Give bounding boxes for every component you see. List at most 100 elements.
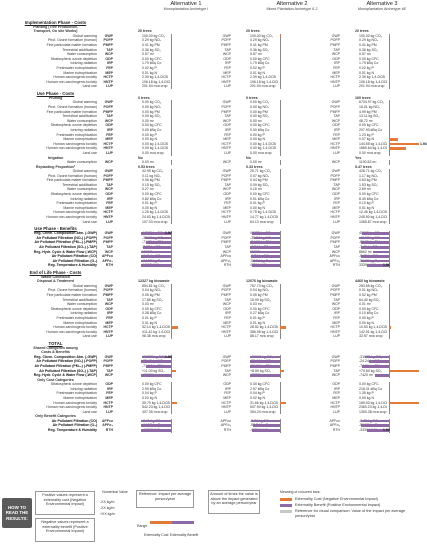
impact-abbreviation: HCTP (221, 75, 231, 80)
impact-value: 0.57 m³ (359, 52, 371, 57)
impact-value: 1065.87 m²a crop (359, 219, 387, 224)
impact-abbreviation: FEP (224, 316, 231, 320)
results-table: Implementation Phase - Costs Planting (Tr… (0, 20, 427, 488)
cost-bar (171, 326, 178, 329)
zero-axis (280, 382, 281, 387)
impact-abbreviation: LUP (224, 151, 231, 155)
impact-value: 0.00 m²a crop (250, 151, 272, 155)
impact-abbreviation: FEP (106, 391, 113, 396)
impact-value: 0.01 kg P (142, 201, 157, 206)
impact-row: Air Pollutant Filtration (PM₁₀) (-PMFP) P… (0, 240, 427, 245)
impact-value: 0.00 kg 1,4-DCB (142, 146, 168, 151)
impact-row: Ionizing radiation IRP 0.82 kBq Co IRP 0.51 … (0, 196, 427, 202)
impact-category-label: Air Pollutant Filtration (PM₁₀) (-PMFP) (34, 364, 97, 368)
impact-value: 0.00 kg PM (142, 109, 160, 114)
impact-abbreviation: POFP (103, 359, 113, 364)
impact-abbreviation: FEP (333, 66, 340, 70)
impact-category-label: Human carcinogenic toxicity (53, 325, 97, 330)
zero-axis (280, 386, 281, 392)
zero-axis (171, 109, 172, 115)
zero-axis (280, 182, 281, 188)
benefit-bar (253, 424, 280, 427)
impact-row: Human non-carcinogenic toxicity HNTP 542.2… (0, 405, 427, 410)
impact-abbreviation: RTH (332, 263, 340, 268)
impact-value: 245.50 kg 1,4-DCB (359, 215, 387, 219)
impact-value: 0.02 kg P (142, 66, 157, 70)
impact-abbreviation: PMFP (103, 43, 113, 47)
impact-abbreviation: ODP (223, 56, 231, 61)
impact-abbreviation: APFo₃ (102, 258, 113, 263)
zero-axis (171, 178, 172, 183)
zero-axis (171, 364, 172, 369)
impact-abbreviation: IRP (334, 386, 340, 391)
impact-abbreviation: IRP (107, 196, 113, 201)
benefit-bar (250, 365, 280, 368)
reference-box: Reference: Impact per average person/yea… (136, 490, 194, 508)
impact-abbreviation: HNTP (330, 405, 340, 410)
impact-value: 0.36 kg SO₂ (142, 47, 161, 52)
impact-abbreviation: APFco (329, 254, 340, 259)
impact-abbreviation: MEP (105, 205, 113, 210)
benefit-bar (359, 236, 389, 240)
zero-axis (389, 235, 390, 241)
impact-abbreviation: PMFP (103, 178, 113, 183)
impact-row: Marine eutrophication MEP 0.00 kg N MEP 0.00… (0, 137, 427, 142)
impact-category-label: Phot. Ozone formation (human) (47, 38, 97, 43)
impact-abbreviation: FEP (333, 316, 340, 320)
impact-abbreviation: FEP (106, 132, 113, 137)
zero-axis (280, 263, 281, 268)
impact-abbreviation: FEP (106, 201, 113, 206)
amount-label: 0.53 trees (138, 164, 155, 169)
zero-axis (280, 118, 281, 124)
impact-abbreviation: WCP (331, 160, 340, 164)
impact-row: Water consumption WCP 0.57 m³ WCP 0.57 m³ WCP… (0, 52, 427, 57)
header: Alternative 1 Monoplantation Archetype I… (0, 0, 427, 22)
cost-bar (389, 147, 406, 150)
impact-abbreviation: APFco (329, 418, 340, 423)
amount-label: 0 trees (138, 96, 150, 100)
externality-benefit-label: Externality Benefit (170, 533, 199, 537)
impact-abbreviation: GWP (331, 169, 340, 173)
impact-value: 0.00 kg P (142, 132, 157, 137)
impact-row: Stratospheric ozone depletion ODP 0.00 kg … (0, 192, 427, 197)
impact-abbreviation: WCP (104, 52, 113, 57)
zero-axis (171, 311, 172, 316)
impact-abbreviation: FEP (106, 66, 113, 70)
impact-value: 0.00 kg SO₂ (142, 114, 161, 119)
benefit-bar (251, 429, 280, 432)
benefit-bar (251, 255, 280, 258)
impact-value: 0.29 kg NOₓ (250, 38, 269, 43)
impact-value: 1.23 kg P (359, 132, 374, 137)
impact-abbreviation: TAP (333, 297, 340, 302)
impact-row: Human non-carcinogenic toxicity HNTP 411.4… (0, 329, 427, 335)
zero-axis (280, 201, 281, 206)
impact-value: +8.59 kg SO₂ (250, 368, 271, 373)
impact-value: 169.93 kg 1,4-DCB (359, 400, 387, 405)
impact-abbreviation: WCP (104, 160, 113, 164)
externality-cost-label: Externality Cost (144, 533, 169, 537)
impact-value: 0.00 m³ (250, 118, 262, 123)
amount-label: 0.33 trees (246, 164, 263, 169)
impact-abbreviation: WCP (104, 118, 113, 123)
zero-axis (389, 396, 390, 401)
impact-abbreviation: HCTP (103, 325, 113, 330)
impact-value: 201.94 m²a crop (359, 84, 385, 89)
impact-value: 411.42 kg 1,4-DCB (142, 329, 170, 334)
impact-value: 0.00 kg CFC (250, 56, 270, 61)
impact-row: Air Pollutant Filtration (NOₓ) (-POFP) PO… (0, 235, 427, 241)
zero-axis (171, 293, 172, 298)
impact-category-label: Reg. Chem. Composition Atm. (-GWP) (33, 354, 97, 359)
impact-value: 0.75 kg 1,4-DCB (250, 210, 276, 215)
impact-category-label: Stratospheric ozone depletion (50, 306, 97, 311)
zero-axis (389, 123, 390, 128)
impact-value: 0.82 kBq Co (142, 196, 162, 201)
impact-value: 0.00 kg CFC (142, 56, 162, 61)
impact-row: Water consumption WCP 0.00 m³ WCP 0.00 m³ WCP… (0, 118, 427, 124)
impact-abbreviation: GWP (222, 169, 231, 173)
impact-abbreviation: WCP (331, 302, 340, 307)
alternative-1-header: Alternative 1 Monoplantation Archetype I (146, 1, 226, 11)
impact-abbreviation: POFP (103, 173, 113, 178)
zero-axis (280, 364, 281, 369)
impact-abbreviation: HNTP (330, 146, 340, 151)
zero-axis (171, 169, 172, 174)
